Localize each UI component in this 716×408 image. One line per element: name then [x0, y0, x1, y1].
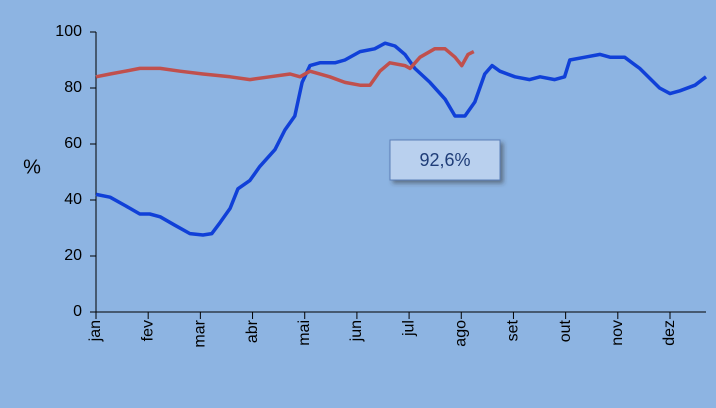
- y-tick-label: 60: [64, 135, 82, 152]
- annotation-box: [389, 139, 501, 181]
- x-tick-label: jun: [348, 320, 365, 342]
- y-tick-label: 0: [73, 303, 82, 320]
- y-tick-label: 40: [64, 191, 82, 208]
- x-tick-label: set: [505, 319, 522, 341]
- x-tick-label: jul: [400, 320, 417, 337]
- x-tick-label: mar: [192, 319, 209, 347]
- series-line: [95, 47, 475, 87]
- annotation: 92,6%: [419, 150, 470, 170]
- x-tick-label: ago: [452, 320, 469, 347]
- x-tick-label: nov: [609, 320, 626, 346]
- y-tick-label: 100: [55, 23, 82, 40]
- x-tick-label: jan: [87, 320, 104, 342]
- x-tick-label: dez: [661, 320, 678, 346]
- x-tick-label: out: [557, 319, 574, 342]
- x-tick-label: mai: [296, 320, 313, 346]
- x-tick-label: fev: [139, 320, 156, 341]
- x-tick-label: abr: [244, 319, 261, 343]
- y-tick-label: 20: [64, 247, 82, 264]
- y-axis-label: %: [23, 156, 41, 178]
- series-line: [95, 41, 708, 237]
- y-tick-label: 80: [64, 79, 82, 96]
